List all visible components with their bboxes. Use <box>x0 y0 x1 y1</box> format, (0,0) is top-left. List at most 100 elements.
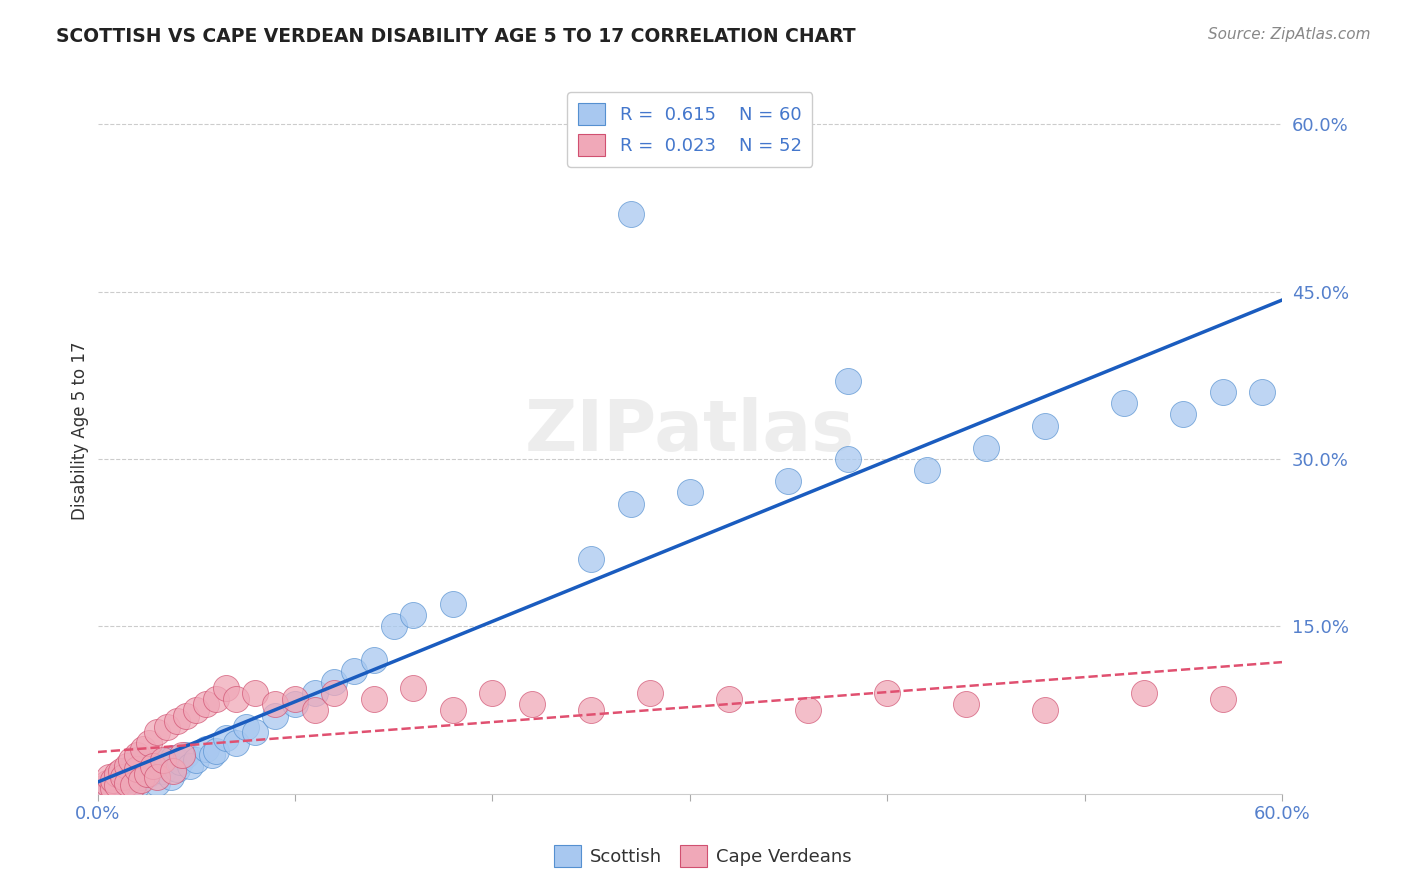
Point <box>156 753 179 767</box>
Point <box>195 698 218 712</box>
Point <box>125 778 148 792</box>
Point <box>159 770 181 784</box>
Point <box>166 762 188 776</box>
Point <box>205 744 228 758</box>
Point <box>110 764 132 779</box>
Point <box>225 691 247 706</box>
Point <box>105 766 128 780</box>
Text: SCOTTISH VS CAPE VERDEAN DISABILITY AGE 5 TO 17 CORRELATION CHART: SCOTTISH VS CAPE VERDEAN DISABILITY AGE … <box>56 27 856 45</box>
Point <box>96 775 118 789</box>
Point <box>718 691 741 706</box>
Point <box>323 675 346 690</box>
Point <box>619 497 641 511</box>
Point <box>579 703 602 717</box>
Point <box>284 691 307 706</box>
Point <box>1173 408 1195 422</box>
Point <box>225 736 247 750</box>
Point <box>166 714 188 728</box>
Point <box>132 742 155 756</box>
Point <box>974 441 997 455</box>
Point <box>122 778 145 792</box>
Point <box>579 552 602 566</box>
Point <box>1033 418 1056 433</box>
Legend: R =  0.615    N = 60, R =  0.023    N = 52: R = 0.615 N = 60, R = 0.023 N = 52 <box>567 92 813 167</box>
Point <box>619 206 641 220</box>
Point <box>876 686 898 700</box>
Point <box>837 374 859 388</box>
Point <box>264 698 287 712</box>
Point <box>382 619 405 633</box>
Point <box>797 703 820 717</box>
Point <box>138 736 160 750</box>
Point <box>215 731 238 745</box>
Point <box>640 686 662 700</box>
Point <box>363 691 385 706</box>
Point <box>115 773 138 788</box>
Point <box>176 708 198 723</box>
Point <box>105 770 128 784</box>
Point <box>129 773 152 788</box>
Point <box>149 759 172 773</box>
Point <box>915 463 938 477</box>
Point <box>955 698 977 712</box>
Point <box>520 698 543 712</box>
Point <box>115 759 138 773</box>
Point <box>152 764 174 779</box>
Point <box>105 778 128 792</box>
Point <box>115 764 138 779</box>
Point <box>110 775 132 789</box>
Point <box>205 691 228 706</box>
Point <box>195 742 218 756</box>
Point <box>481 686 503 700</box>
Point <box>120 753 142 767</box>
Point <box>122 759 145 773</box>
Legend: Scottish, Cape Verdeans: Scottish, Cape Verdeans <box>547 838 859 874</box>
Point <box>138 766 160 780</box>
Point <box>125 753 148 767</box>
Point <box>142 762 165 776</box>
Point <box>215 681 238 695</box>
Point <box>98 770 121 784</box>
Point <box>343 664 366 678</box>
Point <box>1212 385 1234 400</box>
Point <box>176 747 198 762</box>
Point <box>162 764 184 779</box>
Point <box>235 720 257 734</box>
Point <box>264 708 287 723</box>
Point <box>156 720 179 734</box>
Point <box>1033 703 1056 717</box>
Point <box>245 686 267 700</box>
Point <box>679 485 702 500</box>
Point <box>304 686 326 700</box>
Point <box>135 759 157 773</box>
Point <box>112 766 135 780</box>
Point <box>103 773 125 788</box>
Point <box>115 775 138 789</box>
Point <box>96 781 118 796</box>
Point <box>162 751 184 765</box>
Point <box>142 759 165 773</box>
Point <box>441 597 464 611</box>
Point <box>1133 686 1156 700</box>
Point <box>284 698 307 712</box>
Point <box>146 725 169 739</box>
Point <box>152 753 174 767</box>
Point <box>103 781 125 796</box>
Point <box>186 703 208 717</box>
Point <box>304 703 326 717</box>
Y-axis label: Disability Age 5 to 17: Disability Age 5 to 17 <box>72 342 89 520</box>
Point <box>125 747 148 762</box>
Text: Source: ZipAtlas.com: Source: ZipAtlas.com <box>1208 27 1371 42</box>
Point <box>169 756 191 770</box>
Point <box>118 770 141 784</box>
Point <box>103 778 125 792</box>
Point <box>186 753 208 767</box>
Text: ZIPatlas: ZIPatlas <box>524 397 855 466</box>
Point <box>323 686 346 700</box>
Point <box>402 608 425 623</box>
Point <box>105 773 128 788</box>
Point <box>132 764 155 779</box>
Point <box>245 725 267 739</box>
Point <box>363 653 385 667</box>
Point <box>837 452 859 467</box>
